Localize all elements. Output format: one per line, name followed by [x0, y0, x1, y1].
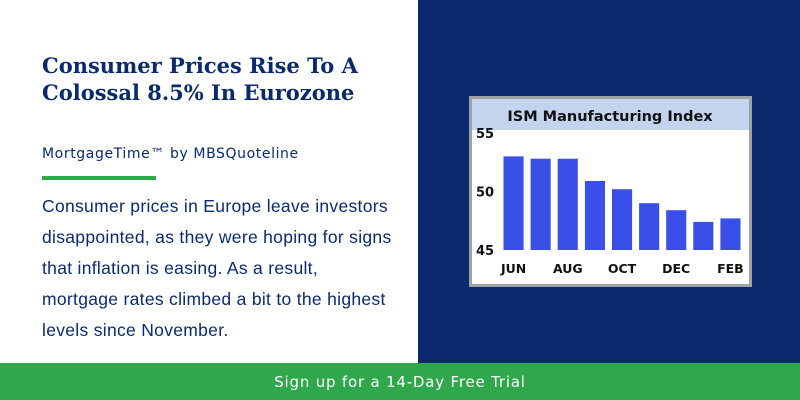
x-tick-label-oct: OCT [608, 261, 637, 276]
x-axis-ticks: JUN AUG OCT DEC FEB [500, 261, 744, 276]
y-tick-label: 45 [476, 244, 494, 259]
bar-jun [503, 156, 524, 250]
bar-aug [557, 158, 578, 250]
bar-sep [584, 181, 605, 250]
y-tick-label: 50 [476, 186, 494, 201]
bar-jul [530, 158, 551, 250]
bar-jan [693, 221, 714, 250]
y-tick-label: 55 [476, 127, 494, 142]
article-byline: MortgageTime™ by MBSQuoteline [42, 146, 299, 162]
article-body: Consumer prices in Europe leave investor… [42, 196, 392, 340]
chart-title: ISM Manufacturing Index [507, 109, 713, 125]
free-trial-signup-label: Sign up for a 14-Day Free Trial [274, 372, 526, 391]
bar-series [503, 156, 741, 250]
ism-chart: ISM Manufacturing Index 45 50 55 JUN AUG OCT… [469, 96, 752, 287]
x-tick-label-feb: FEB [717, 261, 744, 276]
headline-divider [42, 176, 156, 180]
x-tick-label-aug: AUG [553, 261, 583, 276]
chart-title-band [472, 99, 749, 130]
bar-dec [666, 210, 687, 250]
bar-oct [612, 189, 633, 250]
article-headline: Consumer Prices Rise To A Colossal 8.5% … [42, 53, 358, 105]
chart-svg: ISM Manufacturing Index 45 50 55 JUN AUG OCT… [472, 99, 749, 276]
y-axis-ticks: 45 50 55 [476, 127, 494, 259]
x-tick-label-dec: DEC [662, 261, 690, 276]
bar-feb [720, 218, 741, 250]
free-trial-signup-button[interactable]: Sign up for a 14-Day Free Trial [0, 363, 800, 400]
bar-nov [639, 203, 660, 250]
x-tick-label-jun: JUN [500, 261, 526, 276]
article-panel: Consumer Prices Rise To A Colossal 8.5% … [0, 0, 418, 363]
